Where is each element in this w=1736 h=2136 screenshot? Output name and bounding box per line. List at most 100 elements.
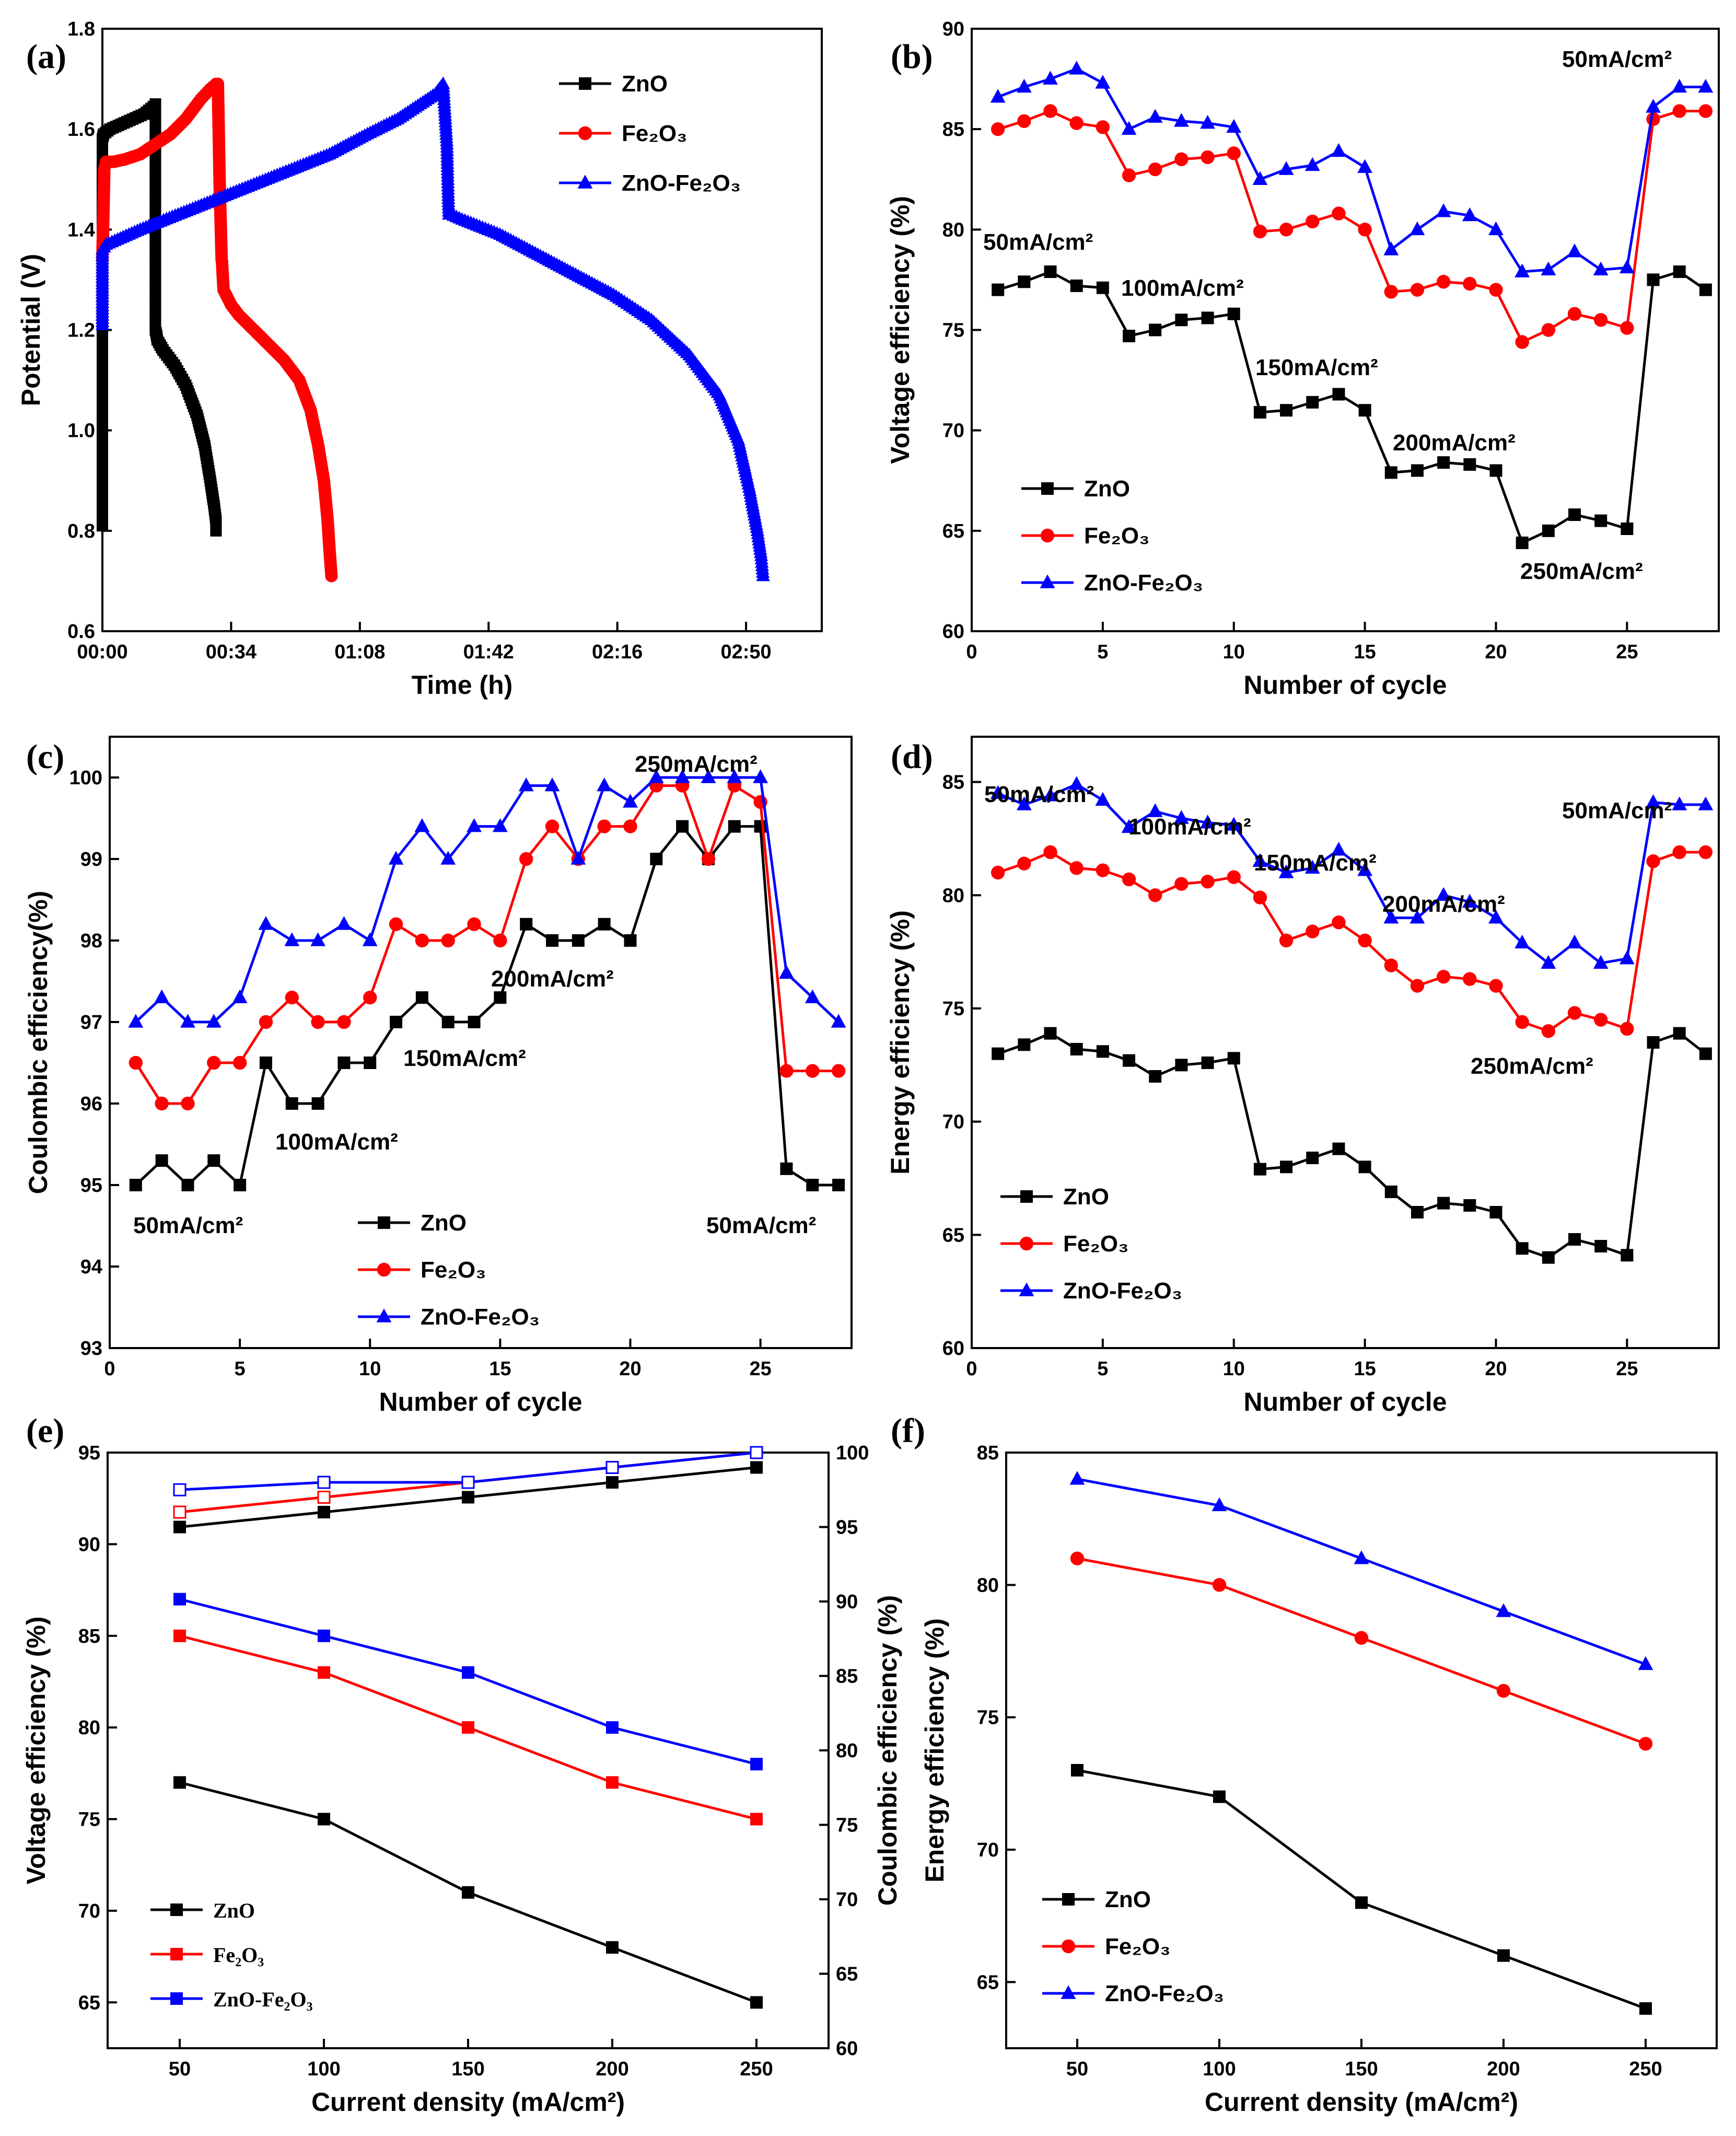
data-point — [1383, 910, 1399, 924]
legend-label: Fe₂O₃ — [421, 1257, 486, 1283]
data-point — [520, 918, 533, 931]
data-point — [494, 991, 507, 1004]
data-point — [544, 777, 560, 792]
current-density-annotation: 50mA/cm² — [984, 782, 1094, 807]
y-tick-label: 1.2 — [67, 320, 95, 342]
legend-marker — [1061, 1985, 1076, 1999]
data-point — [648, 769, 664, 783]
data-point — [336, 916, 352, 930]
y-right-tick-label: 80 — [836, 1740, 858, 1762]
data-point — [1409, 910, 1425, 924]
data-point — [1201, 150, 1215, 165]
x-tick-label: 02:50 — [720, 641, 771, 663]
data-point — [1018, 1038, 1031, 1051]
data-point — [1463, 276, 1477, 291]
data-point — [1619, 259, 1635, 274]
data-point — [1016, 78, 1032, 93]
data-point — [701, 852, 716, 866]
series-ZnO-Fe2O3 — [95, 76, 770, 582]
series-line — [135, 776, 840, 1024]
data-point — [727, 769, 742, 783]
series-line — [997, 110, 1706, 344]
data-point — [1332, 1142, 1345, 1155]
data-point — [1279, 933, 1294, 948]
panel-label: (b) — [891, 38, 933, 76]
data-point — [1699, 283, 1712, 296]
data-point — [1212, 1578, 1227, 1592]
y-tick-label: 80 — [78, 1717, 100, 1739]
data-point — [1148, 162, 1162, 177]
data-point — [606, 1941, 619, 1954]
series-Fe2O3 — [1070, 1551, 1653, 1751]
current-density-annotation: 100mA/cm² — [1128, 814, 1251, 840]
data-point — [173, 1776, 186, 1789]
data-point — [415, 933, 429, 948]
y-axis-label: Potential (V) — [16, 254, 45, 407]
data-point — [570, 851, 586, 865]
data-point — [991, 865, 1005, 880]
y-tick-label: 70 — [942, 1111, 964, 1133]
data-point — [1496, 1684, 1511, 1698]
current-density-annotation: 50mA/cm² — [706, 1213, 816, 1238]
current-density-annotation: 100mA/cm² — [1121, 275, 1244, 301]
legend-marker — [1020, 1190, 1033, 1203]
panel-label: (d) — [891, 738, 933, 776]
data-point — [1496, 1603, 1511, 1617]
data-point — [1384, 466, 1397, 479]
y-right-tick-label: 70 — [836, 1889, 858, 1911]
x-tick-label: 100 — [307, 2058, 340, 2080]
data-point — [1514, 934, 1530, 949]
data-point — [1462, 207, 1477, 222]
y-tick-label: 98 — [80, 930, 102, 952]
data-point — [1201, 311, 1214, 324]
x-tick-label: 10 — [1223, 641, 1245, 663]
y-tick-label: 80 — [942, 219, 964, 241]
plot-frame — [971, 736, 1720, 1349]
data-point — [1331, 143, 1346, 157]
current-density-annotation: 150mA/cm² — [1254, 850, 1377, 876]
data-point — [1174, 152, 1189, 167]
data-point — [337, 1015, 351, 1029]
data-point — [1699, 1047, 1712, 1060]
series-ZnO — [992, 1027, 1712, 1264]
data-point — [1541, 1024, 1556, 1038]
data-point — [1594, 514, 1607, 527]
y-right-tick-label: 90 — [836, 1591, 858, 1613]
data-point — [1227, 146, 1241, 160]
data-point — [1253, 1163, 1266, 1176]
data-point — [1463, 458, 1476, 471]
data-point — [1175, 314, 1188, 327]
series-ZnO — [992, 265, 1712, 549]
current-density-annotation: 200mA/cm² — [1393, 430, 1516, 456]
data-point — [325, 570, 338, 583]
data-point — [1121, 121, 1137, 135]
data-point — [318, 1666, 330, 1679]
y-tick-label: 1.8 — [67, 18, 95, 40]
data-point — [462, 1886, 474, 1899]
data-point — [1541, 955, 1556, 969]
plot-frame — [101, 28, 823, 632]
legend-label: ZnO-Fe₂O₃ — [213, 1988, 313, 2011]
series-line — [997, 851, 1706, 1032]
data-point — [779, 965, 794, 979]
x-tick-label: 100 — [1203, 2058, 1236, 2080]
data-point — [1149, 323, 1162, 336]
x-tick-label: 200 — [1487, 2058, 1520, 2080]
legend-label: Fe₂O₃ — [1063, 1231, 1128, 1257]
data-point — [1594, 1013, 1608, 1027]
y-tick-label: 85 — [977, 1442, 999, 1464]
data-point — [1673, 265, 1686, 278]
data-point — [1332, 206, 1346, 220]
data-point — [129, 1179, 142, 1191]
data-point — [1252, 853, 1268, 867]
data-point — [1096, 120, 1110, 134]
data-point — [1639, 2002, 1652, 2015]
data-point — [1646, 794, 1661, 808]
data-point — [1698, 796, 1714, 810]
data-point — [318, 1629, 330, 1642]
x-axis-label: Current density (mA/cm²) — [311, 2087, 625, 2117]
data-point — [1306, 214, 1320, 229]
x-tick-label: 150 — [1345, 2058, 1378, 2080]
data-point — [992, 283, 1005, 296]
x-tick-label: 01:08 — [334, 641, 385, 663]
